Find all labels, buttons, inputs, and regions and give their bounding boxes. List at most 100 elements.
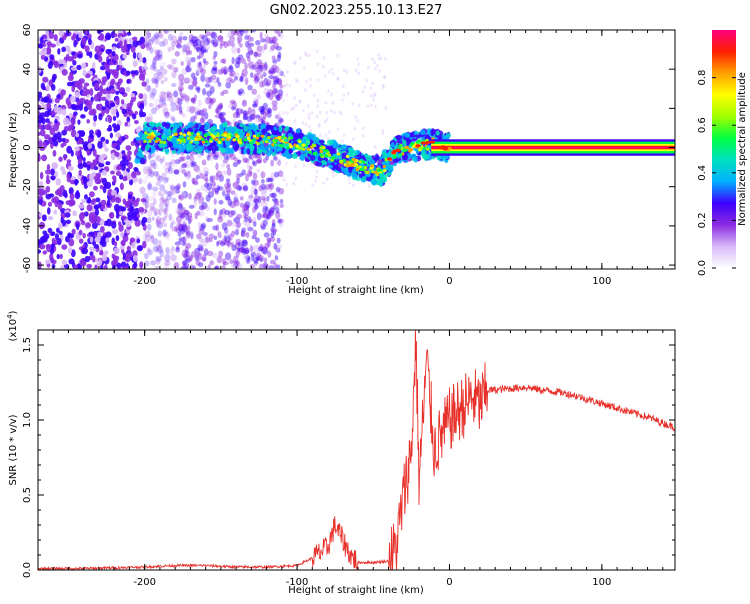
spectrogram-point xyxy=(316,49,319,53)
spectrogram-point xyxy=(212,142,217,147)
snr-y-multiplier: (x104) xyxy=(6,310,19,341)
spectrogram-point xyxy=(158,191,162,196)
spectrogram-point xyxy=(381,161,386,165)
spectrogram-point xyxy=(84,28,88,35)
spectrogram-point xyxy=(198,200,202,205)
spectrogram-point xyxy=(116,235,120,241)
spectrogram-point xyxy=(141,112,146,117)
spectrogram-point xyxy=(327,89,330,93)
spectrogram-point xyxy=(190,57,195,62)
snr-y-tick-label: 1.5 xyxy=(22,337,33,353)
spectrogram-point xyxy=(58,202,63,210)
spectrogram-point xyxy=(214,61,218,65)
spectrogram-point xyxy=(421,141,426,144)
spectrogram-y-tick-label: 20 xyxy=(22,102,33,115)
spectrogram-point xyxy=(275,255,279,260)
spectrogram-point xyxy=(87,143,91,149)
spectrogram-point xyxy=(319,140,324,144)
spectrogram-point xyxy=(114,33,117,37)
spectrogram-point xyxy=(173,90,178,97)
spectrogram-point xyxy=(352,158,356,161)
spectrogram-point xyxy=(317,79,320,83)
spectrogram-point xyxy=(170,102,176,107)
spectrogram-point xyxy=(71,35,76,40)
spectrogram-point xyxy=(71,129,76,137)
spectrogram-y-tick-label: -40 xyxy=(22,218,33,234)
spectrogram-point xyxy=(89,130,94,136)
spectrogram-point xyxy=(254,188,257,195)
spectrogram-point xyxy=(105,139,109,144)
spectrogram-point xyxy=(51,84,56,91)
spectrogram-point xyxy=(271,228,277,233)
spectrogram-point xyxy=(46,244,52,248)
spectrogram-point xyxy=(180,135,184,138)
spectrogram-point xyxy=(180,95,184,101)
spectrogram-point xyxy=(194,141,199,145)
spectrogram-point xyxy=(60,143,64,148)
spectrogram-point xyxy=(171,83,177,87)
spectrogram-point xyxy=(153,163,159,169)
spectrogram-point xyxy=(285,139,289,142)
spectrogram-point xyxy=(146,30,149,35)
spectrogram-point xyxy=(171,45,175,50)
spectrogram-point xyxy=(227,240,231,248)
spectrogram-point xyxy=(201,231,206,236)
spectrogram-point xyxy=(250,72,254,78)
spectrogram-point xyxy=(221,147,226,153)
snr-frame xyxy=(38,330,675,570)
spectrogram-point xyxy=(277,219,282,224)
spectrogram-point xyxy=(152,217,155,221)
spectrogram-point xyxy=(296,145,300,148)
spectrogram-point xyxy=(149,122,155,127)
spectrogram-point xyxy=(226,196,231,200)
spectrogram-point xyxy=(88,232,94,236)
spectrogram-point xyxy=(193,181,199,185)
spectrogram-point xyxy=(96,216,101,222)
spectrogram-point xyxy=(352,138,355,142)
spectrogram-point xyxy=(39,181,44,189)
spectrogram-point xyxy=(100,185,103,189)
spectrogram-point xyxy=(189,254,193,260)
spectrogram-point xyxy=(67,177,71,183)
snr-x-axis-label: Height of straight line (km) xyxy=(288,585,424,596)
spectrogram-point xyxy=(241,239,247,244)
spectrogram-point xyxy=(162,156,165,162)
spectrogram-point xyxy=(319,110,322,114)
spectrogram-point xyxy=(311,137,317,141)
spectrogram-point xyxy=(246,232,250,238)
spectrogram-point xyxy=(302,109,305,113)
spectrogram-point xyxy=(76,190,79,197)
spectrogram-point xyxy=(82,70,86,77)
spectrogram-point xyxy=(185,66,191,72)
spectrogram-point xyxy=(425,134,430,139)
spectrogram-point xyxy=(268,37,273,43)
spectrogram-point xyxy=(178,237,181,243)
spectrogram-point xyxy=(144,131,148,134)
spectrogram-point xyxy=(311,111,314,115)
spectrogram-point xyxy=(134,262,138,268)
spectrogram-point xyxy=(90,237,94,243)
spectrogram-point xyxy=(305,123,308,127)
spectrogram-point xyxy=(271,193,277,199)
spectrogram-point xyxy=(204,97,210,103)
spectrogram-point xyxy=(279,203,283,208)
spectrogram-point xyxy=(137,245,143,251)
spectrogram-point xyxy=(285,183,288,187)
spectrogram-point xyxy=(157,72,163,80)
colorbar-label: Normalized spectral amplitude xyxy=(737,72,748,226)
spectrogram-point xyxy=(61,130,67,136)
spectrogram-point xyxy=(87,197,91,203)
spectrogram-point xyxy=(182,163,187,167)
spectrogram-point xyxy=(91,172,95,176)
spectrogram-point xyxy=(113,126,117,132)
spectrogram-point xyxy=(293,119,296,123)
spectrogram-point xyxy=(94,264,97,271)
spectrogram-point xyxy=(420,129,426,135)
spectrogram-point xyxy=(255,114,260,118)
spectrogram-point xyxy=(94,244,99,249)
spectrogram-point xyxy=(337,152,341,155)
spectrogram-point xyxy=(411,142,415,145)
spectrogram-point xyxy=(204,183,209,188)
spectrogram-point xyxy=(341,144,347,148)
spectrogram-point xyxy=(301,147,305,150)
